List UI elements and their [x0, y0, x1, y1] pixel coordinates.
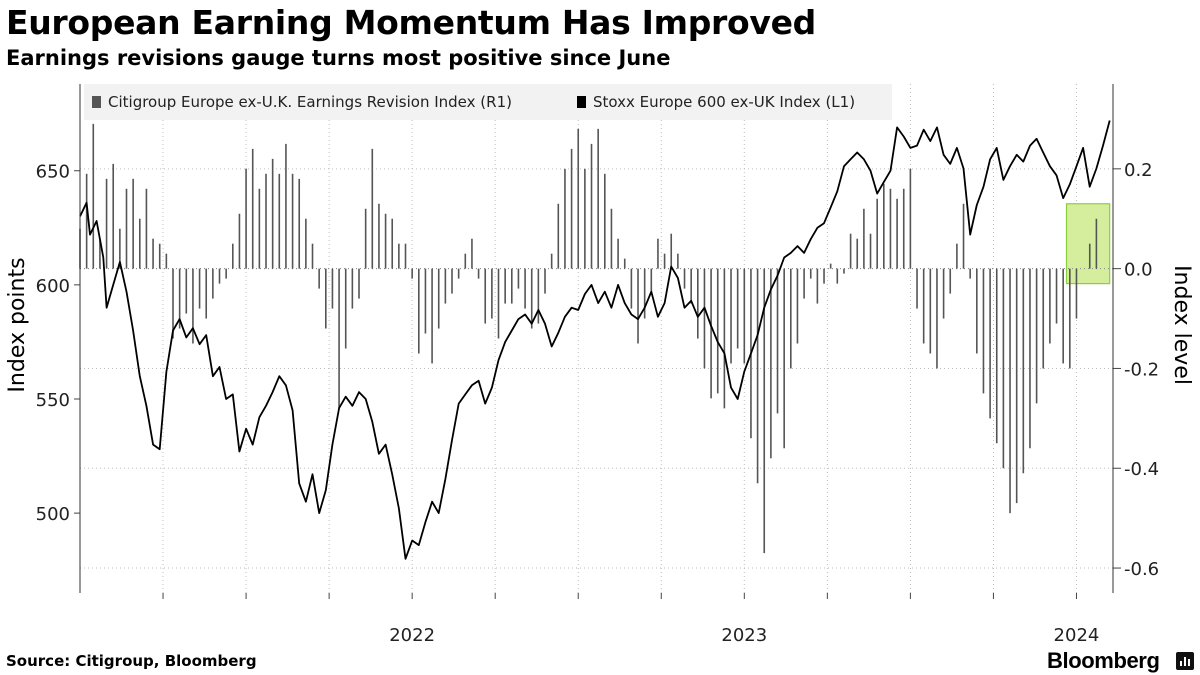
legend-label-stoxx: Stoxx Europe 600 ex-UK Index (L1): [593, 93, 855, 111]
right-axis-tick-label: 0.0: [1124, 260, 1153, 281]
right-axis-tick-label: -0.4: [1124, 459, 1159, 480]
left-axis-title: Index points: [5, 257, 30, 392]
x-axis-tick-label: 2022: [389, 625, 435, 646]
stoxx-line: [79, 120, 1111, 560]
x-axis-tick-label: 2023: [721, 625, 767, 646]
left-axis-tick-label: 500: [36, 504, 70, 525]
bloomberg-chart-icon: [1176, 652, 1194, 670]
chart-subtitle: Earnings revisions gauge turns most posi…: [6, 46, 671, 70]
left-axis-tick-label: 600: [36, 276, 70, 297]
highlight-box: [1065, 203, 1111, 285]
legend-label-revisions: Citigroup Europe ex-U.K. Earnings Revisi…: [108, 93, 512, 111]
legend-background: [84, 84, 892, 120]
right-axis-tick-label: -0.2: [1124, 359, 1159, 380]
right-axis-tick-label: -0.6: [1124, 559, 1159, 580]
right-axis-title: Index level: [1169, 265, 1194, 385]
source-note: Source: Citigroup, Bloomberg: [6, 652, 257, 670]
legend-swatch-stoxx: [577, 96, 586, 108]
chart-title: European Earning Momentum Has Improved: [6, 3, 817, 42]
left-axis-tick-label: 650: [36, 162, 70, 183]
x-axis-tick-label: 2024: [1054, 625, 1100, 646]
bloomberg-logo: Bloomberg: [1047, 648, 1160, 673]
legend-swatch-revisions: [92, 96, 101, 108]
left-axis-tick-label: 550: [36, 390, 70, 411]
right-axis-tick-label: 0.2: [1124, 160, 1153, 181]
